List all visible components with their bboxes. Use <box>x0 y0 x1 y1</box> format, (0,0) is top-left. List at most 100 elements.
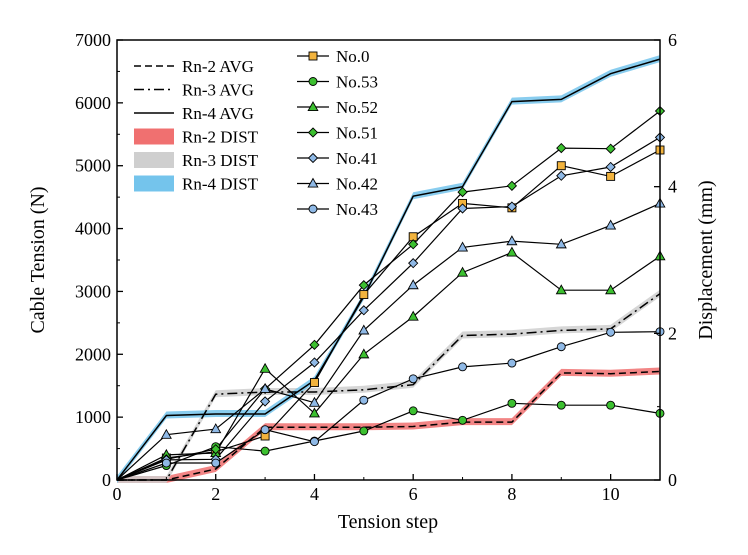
point-3-7 <box>457 186 468 198</box>
average-lines <box>116 58 661 481</box>
point-5-10 <box>605 219 617 230</box>
avg-line-0 <box>117 370 661 481</box>
series-line-3 <box>116 110 661 481</box>
avg-line-2 <box>116 58 661 481</box>
y-left-axis-title: Cable Tension (N) <box>27 186 49 333</box>
legend-right-marker-3 <box>307 127 319 138</box>
point-0-9 <box>556 161 566 171</box>
y-left-tick-label-5: 5000 <box>75 156 111 176</box>
y-left-tick-label-1: 1000 <box>75 407 111 427</box>
point-2-10 <box>605 284 617 295</box>
distribution-bands <box>117 55 660 483</box>
y-right-tick-label-0: 0 <box>668 470 677 490</box>
point-6-3 <box>260 425 270 435</box>
point-1-6 <box>408 406 418 416</box>
point-0-5 <box>359 290 369 300</box>
y-left-tick-label-4: 4000 <box>75 219 111 239</box>
legend-right-label-4: No.41 <box>336 149 378 168</box>
x-tick-label-5: 10 <box>602 484 620 504</box>
point-2-6 <box>407 310 419 321</box>
x-tick-label-2: 4 <box>310 484 319 504</box>
y-right-tick-label-1: 2 <box>668 323 677 343</box>
series-line-2 <box>116 251 661 481</box>
legend-right-label-1: No.53 <box>336 73 378 92</box>
point-4-8 <box>506 201 518 212</box>
point-5-3 <box>259 382 271 393</box>
point-2-9 <box>555 284 567 295</box>
point-6-5 <box>359 395 369 405</box>
x-tick-label-0: 0 <box>113 484 122 504</box>
point-6-8 <box>507 358 517 368</box>
y-left-tick-label-0: 0 <box>102 470 111 490</box>
legend-right-marker-6 <box>308 204 318 214</box>
point-4-10 <box>605 161 616 173</box>
point-3-9 <box>556 142 567 154</box>
y-right-tick-label-3: 6 <box>668 30 677 50</box>
point-4-7 <box>457 203 468 214</box>
point-4-6 <box>408 258 419 269</box>
x-tick-label-4: 8 <box>507 484 516 504</box>
y-left-tick-label-6: 6000 <box>75 93 111 113</box>
avg-line-1 <box>117 293 661 481</box>
point-3-6 <box>408 239 419 250</box>
point-2-7 <box>456 266 469 277</box>
legend-right-marker-5 <box>307 177 319 188</box>
point-1-10 <box>606 400 616 410</box>
point-1-7 <box>458 415 467 425</box>
point-5-9 <box>555 238 567 249</box>
sensor-markers <box>160 105 666 470</box>
legend-left-label-5: Rn-4 DIST <box>182 175 259 194</box>
point-4-3 <box>259 396 271 407</box>
series-line-6 <box>116 331 661 481</box>
legend-right-label-2: No.52 <box>336 98 378 117</box>
legend-right-marker-4 <box>307 152 319 164</box>
x-axis-title: Tension step <box>338 511 438 533</box>
sensor-lines <box>116 110 661 481</box>
point-6-6 <box>408 374 418 384</box>
y-left-tick-label-3: 3000 <box>75 281 111 301</box>
point-1-3 <box>260 446 270 456</box>
point-3-4 <box>309 339 320 350</box>
legend-left-swatch-5 <box>134 175 174 192</box>
point-4-9 <box>556 170 567 181</box>
point-4-5 <box>358 305 369 316</box>
y-left-tick-label-7: 7000 <box>75 30 111 50</box>
point-5-4 <box>308 396 321 407</box>
point-3-5 <box>358 280 369 291</box>
axis-ticks: 0 2 4 6 8 10 0 1000 2000 3000 4000 5000 6000 7000 0 2 4 6 <box>75 30 677 504</box>
point-6-2 <box>211 458 221 468</box>
x-tick-label-1: 2 <box>211 484 220 504</box>
y-left-tick-label-2: 2000 <box>75 344 111 364</box>
x-tick-label-3: 6 <box>409 484 418 504</box>
legend-right-label-5: No.42 <box>336 175 378 194</box>
point-3-2 <box>210 444 221 455</box>
dist-band-1 <box>117 289 660 483</box>
y-right-tick-label-2: 4 <box>668 177 677 197</box>
series-line-5 <box>116 202 661 481</box>
point-4-4 <box>309 357 320 368</box>
point-2-5 <box>358 348 370 359</box>
legend-left-swatch-4 <box>134 152 174 168</box>
point-6-1 <box>161 458 171 468</box>
y-right-axis-title: Displacement (mm) <box>695 180 717 339</box>
legend-right-marker-2 <box>307 101 319 112</box>
legend-right-label-0: No.0 <box>336 47 370 66</box>
point-5-8 <box>506 235 518 246</box>
point-6-7 <box>458 362 467 372</box>
legend-left-label-3: Rn-2 DIST <box>182 128 259 147</box>
point-2-3 <box>259 362 271 373</box>
legend-right-label-3: No.51 <box>336 124 378 143</box>
point-1-9 <box>556 400 566 410</box>
legend-right-label-6: No.43 <box>336 200 378 219</box>
point-3-8 <box>506 180 518 191</box>
point-6-10 <box>606 327 616 337</box>
point-0-4 <box>310 378 319 388</box>
legend-left-label-4: Rn-3 DIST <box>182 151 259 170</box>
legend-left-label-2: Rn-4 AVG <box>182 104 254 123</box>
point-1-5 <box>359 426 369 436</box>
point-6-9 <box>556 342 566 352</box>
legend-left-label-0: Rn-2 AVG <box>182 57 254 76</box>
series-line-4 <box>116 136 661 481</box>
